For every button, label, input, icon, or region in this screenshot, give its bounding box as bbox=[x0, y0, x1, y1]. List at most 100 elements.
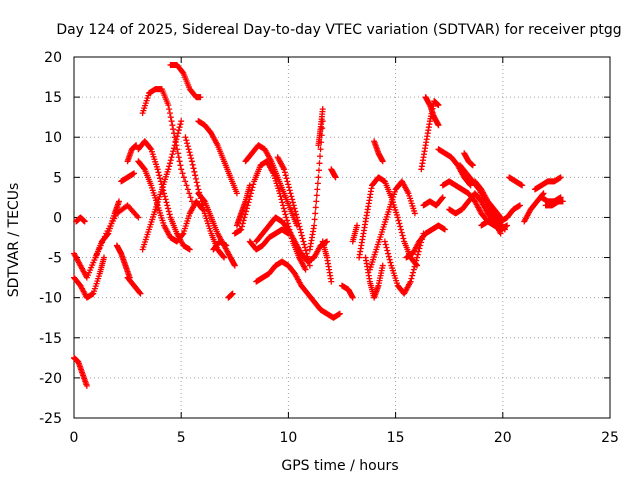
data-point bbox=[282, 172, 289, 179]
data-point bbox=[174, 150, 181, 157]
data-point bbox=[296, 223, 303, 230]
series-track-z bbox=[274, 154, 313, 269]
data-point bbox=[379, 158, 386, 165]
data-point bbox=[242, 211, 249, 218]
data-point bbox=[240, 217, 247, 224]
data-point bbox=[180, 174, 187, 181]
series-track-aj bbox=[371, 138, 386, 165]
data-point bbox=[186, 149, 193, 156]
data-point bbox=[155, 169, 162, 176]
series-track-ac bbox=[319, 238, 335, 285]
series-track-w bbox=[246, 226, 292, 253]
data-point bbox=[166, 163, 173, 170]
data-point bbox=[168, 154, 175, 161]
data-point bbox=[383, 244, 390, 251]
data-point bbox=[221, 254, 228, 261]
data-point bbox=[519, 182, 526, 189]
data-point bbox=[283, 214, 290, 221]
data-point bbox=[174, 133, 181, 140]
data-point bbox=[183, 137, 190, 144]
data-point bbox=[288, 193, 295, 200]
data-point bbox=[199, 201, 206, 208]
data-point bbox=[239, 220, 246, 227]
data-point bbox=[171, 142, 178, 149]
data-point bbox=[188, 155, 195, 162]
y-tick-label: 0 bbox=[53, 210, 62, 226]
data-point bbox=[349, 294, 356, 301]
data-point bbox=[410, 269, 417, 276]
x-tick-label: 20 bbox=[494, 430, 512, 446]
data-point bbox=[200, 197, 207, 204]
data-point bbox=[311, 222, 318, 229]
data-point bbox=[315, 174, 322, 181]
data-point bbox=[168, 118, 175, 125]
data-point bbox=[175, 127, 182, 134]
data-point bbox=[140, 165, 147, 172]
data-point bbox=[200, 207, 207, 214]
data-point bbox=[298, 232, 305, 239]
data-point bbox=[174, 146, 181, 153]
data-point bbox=[415, 248, 422, 255]
series-track-aw bbox=[506, 174, 526, 189]
series-track-a bbox=[71, 354, 90, 389]
data-point bbox=[281, 208, 288, 215]
y-tick-label: -15 bbox=[39, 331, 62, 347]
data-point bbox=[184, 140, 191, 147]
data-point bbox=[173, 136, 180, 143]
data-point bbox=[185, 146, 192, 153]
x-tick-label: 0 bbox=[70, 430, 79, 446]
series-track-ab bbox=[315, 106, 326, 149]
data-point bbox=[381, 238, 388, 245]
x-axis-label: GPS time / hours bbox=[281, 458, 398, 474]
data-point bbox=[233, 190, 240, 197]
data-point bbox=[178, 118, 185, 125]
data-point bbox=[176, 124, 183, 131]
data-point bbox=[557, 174, 564, 181]
data-point bbox=[147, 145, 154, 152]
data-point bbox=[382, 241, 389, 248]
data-point bbox=[162, 196, 169, 203]
data-point bbox=[250, 181, 257, 188]
data-point bbox=[182, 134, 189, 141]
data-point bbox=[194, 182, 201, 189]
data-point bbox=[501, 226, 508, 233]
series-track-ai bbox=[366, 178, 418, 273]
data-point bbox=[178, 166, 185, 173]
x-tick-label: 15 bbox=[387, 430, 405, 446]
series-track-i bbox=[124, 142, 140, 165]
data-point bbox=[182, 178, 189, 185]
data-point bbox=[167, 157, 174, 164]
data-point bbox=[441, 226, 448, 233]
series-track-al bbox=[403, 222, 448, 261]
data-point bbox=[384, 247, 391, 254]
data-point bbox=[239, 223, 246, 230]
data-point bbox=[192, 172, 199, 179]
series-track-j bbox=[139, 86, 195, 205]
data-point bbox=[164, 202, 171, 209]
data-point bbox=[136, 289, 143, 296]
data-point bbox=[290, 202, 297, 209]
data-point bbox=[190, 165, 197, 172]
data-point bbox=[501, 225, 508, 232]
x-tick-label: 5 bbox=[177, 430, 186, 446]
y-tick-label: 20 bbox=[44, 50, 62, 66]
data-point bbox=[186, 246, 193, 253]
data-point bbox=[184, 186, 191, 193]
data-point bbox=[179, 170, 186, 177]
data-point bbox=[410, 266, 417, 273]
data-point bbox=[414, 254, 421, 261]
data-point bbox=[301, 241, 308, 248]
data-point bbox=[313, 198, 320, 205]
y-tick-label: -20 bbox=[39, 371, 62, 387]
series-track-ba bbox=[542, 198, 566, 209]
y-tick-label: 5 bbox=[53, 170, 62, 186]
data-point bbox=[166, 160, 173, 167]
data-point bbox=[165, 205, 172, 212]
data-point bbox=[170, 126, 177, 133]
data-point bbox=[399, 232, 406, 239]
data-point bbox=[302, 247, 309, 254]
data-point bbox=[504, 222, 511, 229]
data-point bbox=[189, 161, 196, 168]
data-point bbox=[387, 259, 394, 266]
data-point bbox=[354, 222, 361, 229]
